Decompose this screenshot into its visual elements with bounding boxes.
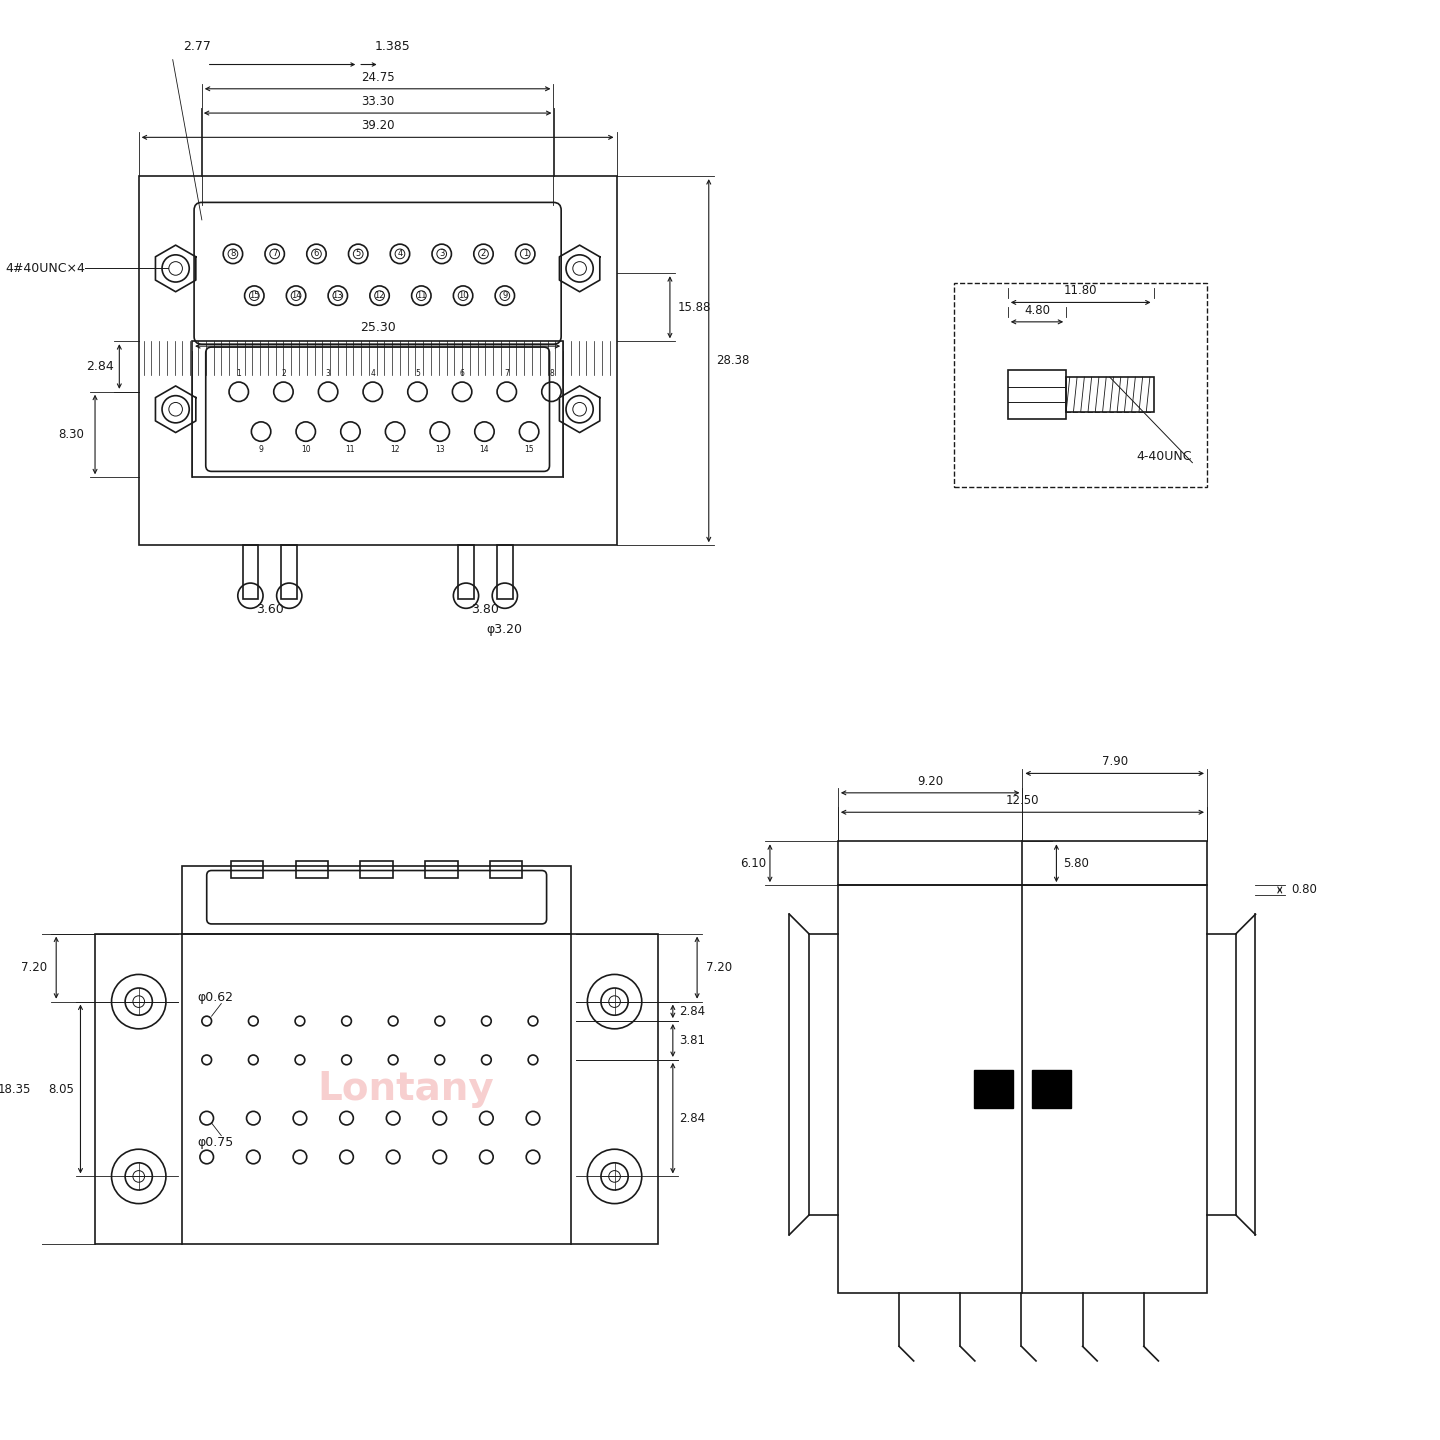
Text: 5: 5 [356,249,361,258]
Text: 3.60: 3.60 [256,603,284,616]
Bar [490,861,523,878]
Text: 7.20: 7.20 [707,960,733,973]
Text: 9: 9 [259,445,264,454]
Text: 12: 12 [390,445,400,454]
Text: 7: 7 [504,369,510,379]
Text: 12.50: 12.50 [1005,793,1040,806]
Text: 7: 7 [272,249,278,258]
Text: Lontany: Lontany [317,1070,494,1107]
Bar [1032,1070,1071,1109]
Text: 4: 4 [370,369,376,379]
Text: 28.38: 28.38 [716,354,750,367]
Text: 18.35: 18.35 [0,1083,32,1096]
Text: 8.05: 8.05 [48,1083,73,1096]
Bar [183,865,570,933]
Text: 2.84: 2.84 [680,1112,706,1125]
Text: 9: 9 [503,291,507,300]
Bar [973,1070,1012,1109]
Bar [458,546,474,599]
Text: 3: 3 [439,249,445,258]
FancyBboxPatch shape [206,347,550,471]
Text: 4.80: 4.80 [1024,304,1050,317]
Text: 6: 6 [314,249,320,258]
Text: 2: 2 [281,369,285,379]
FancyBboxPatch shape [207,871,547,924]
Text: 1: 1 [523,249,528,258]
Bar [243,546,258,599]
FancyBboxPatch shape [194,203,562,344]
Bar [1008,370,1066,419]
Text: φ0.62: φ0.62 [197,991,233,1004]
Text: 2.84: 2.84 [86,360,114,373]
Text: 2: 2 [481,249,487,258]
Text: 6: 6 [459,369,465,379]
Text: 13: 13 [435,445,445,454]
Bar [838,841,1207,886]
Text: 11: 11 [416,291,426,300]
Bar [838,886,1207,1293]
Text: 14: 14 [480,445,490,454]
Text: 7.90: 7.90 [1102,755,1128,769]
Text: 3: 3 [325,369,331,379]
Text: 6.10: 6.10 [740,857,766,870]
Text: 5.80: 5.80 [1063,857,1089,870]
Bar [425,861,458,878]
Text: 8.30: 8.30 [58,428,84,441]
Text: 25.30: 25.30 [360,321,396,334]
Text: 33.30: 33.30 [361,95,395,108]
Text: 11.80: 11.80 [1064,284,1097,297]
Bar [1066,377,1153,412]
Text: 11: 11 [346,445,356,454]
Text: φ0.75: φ0.75 [197,1136,233,1149]
Text: 4#40UNC×4: 4#40UNC×4 [6,262,85,275]
Bar [955,284,1207,487]
Text: 3.81: 3.81 [680,1034,706,1047]
Text: 2.84: 2.84 [680,1005,706,1018]
Bar [281,546,297,599]
Text: 3.80: 3.80 [471,603,500,616]
Text: 1: 1 [236,369,240,379]
Text: 9.20: 9.20 [917,775,943,788]
Text: 13: 13 [333,291,343,300]
Text: 5: 5 [415,369,420,379]
Bar [295,861,328,878]
Text: 0.80: 0.80 [1292,884,1318,897]
Text: φ3.20: φ3.20 [487,622,523,635]
Bar [192,341,563,477]
Text: 39.20: 39.20 [361,120,395,132]
Bar [497,546,513,599]
Text: 10: 10 [301,445,311,454]
Text: 14: 14 [291,291,301,300]
Text: 2.77: 2.77 [183,40,210,53]
Bar [138,176,616,546]
Text: 7.20: 7.20 [20,960,48,973]
Text: 15: 15 [249,291,259,300]
Bar [95,933,658,1244]
Text: 24.75: 24.75 [361,71,395,84]
Text: 8: 8 [549,369,554,379]
Text: 15: 15 [524,445,534,454]
Text: 4: 4 [397,249,403,258]
Text: 4-40UNC: 4-40UNC [1136,449,1192,462]
Text: 10: 10 [458,291,468,300]
Text: 1.385: 1.385 [374,40,410,53]
Bar [360,861,393,878]
Text: 15.88: 15.88 [677,301,711,314]
Text: 12: 12 [374,291,384,300]
Bar [230,861,264,878]
Text: 8: 8 [230,249,236,258]
